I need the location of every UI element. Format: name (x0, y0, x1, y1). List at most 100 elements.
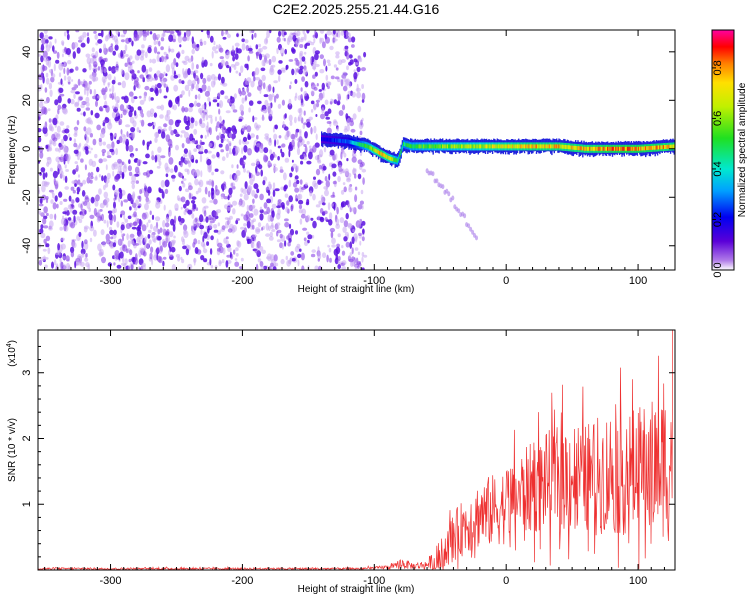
track-cell-core (411, 144, 413, 149)
noise-speck (235, 252, 239, 257)
noise-speck (133, 96, 138, 100)
noise-speck (83, 239, 88, 245)
noise-speck (230, 49, 236, 57)
track-cell-core (353, 140, 355, 145)
noise-speck (52, 141, 57, 147)
noise-speck (277, 156, 280, 161)
noise-speck (146, 170, 151, 178)
track-cell-core (343, 139, 345, 144)
noise-speck (338, 110, 344, 116)
noise-speck (281, 151, 285, 158)
noise-speck (285, 65, 288, 71)
track-cell-core (660, 145, 662, 150)
noise-speck (182, 245, 187, 250)
noise-speck (355, 257, 359, 265)
noise-speck (151, 214, 155, 220)
noise-speck (295, 130, 298, 138)
track-cell-core (354, 141, 356, 146)
noise-speck (46, 157, 52, 160)
noise-speck (297, 259, 300, 267)
noise-speck (87, 172, 91, 178)
track-cell-core (423, 144, 425, 149)
noise-speck (273, 166, 278, 172)
noise-speck (225, 236, 229, 240)
noise-speck (317, 258, 320, 262)
noise-speck (80, 203, 83, 211)
noise-speck (294, 95, 297, 101)
noise-speck (356, 91, 362, 99)
noise-speck (207, 32, 211, 39)
track-cell-core (437, 144, 439, 149)
noise-speck (132, 132, 135, 138)
noise-speck (149, 252, 153, 260)
noise-speck (52, 117, 58, 126)
noise-speck (131, 183, 135, 190)
x-tick-label: -200 (231, 575, 253, 587)
noise-speck (277, 103, 282, 109)
noise-speck (178, 185, 182, 192)
noise-speck (94, 153, 98, 159)
track-cell-core (527, 144, 529, 149)
noise-speck (280, 186, 285, 191)
track-cell-core (385, 154, 387, 159)
noise-speck (336, 93, 341, 97)
noise-speck (194, 100, 198, 107)
noise-speck (137, 195, 141, 200)
noise-speck (101, 30, 104, 38)
noise-speck (42, 248, 47, 252)
noise-speck (206, 121, 209, 129)
noise-speck (289, 120, 293, 126)
noise-speck (313, 87, 318, 91)
noise-speck (71, 180, 77, 185)
noise-speck (259, 206, 263, 211)
track-cell-core (326, 137, 329, 142)
noise-speck (190, 87, 194, 92)
noise-speck (303, 33, 307, 41)
noise-speck (105, 164, 108, 171)
noise-speck (138, 30, 143, 37)
track-cell-core (648, 146, 650, 151)
noise-speck (273, 133, 278, 140)
noise-speck (226, 152, 229, 159)
noise-speck (112, 50, 116, 56)
track-cell-core (640, 146, 642, 151)
noise-speck (253, 71, 256, 77)
track-cell-core (597, 146, 599, 151)
noise-speck (267, 189, 271, 196)
noise-speck (340, 79, 344, 87)
noise-speck (158, 187, 161, 192)
noise-speck (184, 157, 190, 165)
noise-speck (320, 194, 324, 202)
noise-speck (251, 190, 256, 197)
noise-speck (134, 110, 137, 117)
noise-speck (351, 236, 355, 245)
noise-speck (181, 143, 185, 149)
noise-speck (280, 67, 286, 72)
noise-speck (266, 256, 271, 260)
noise-speck (221, 126, 227, 134)
noise-speck (255, 77, 261, 81)
noise-speck (183, 229, 187, 235)
noise-speck (259, 142, 264, 149)
y-tick-label: 1 (21, 501, 33, 507)
noise-speck (81, 83, 86, 87)
noise-speck (128, 171, 133, 177)
noise-speck (363, 254, 368, 258)
noise-speck (222, 82, 228, 87)
noise-speck (111, 79, 116, 85)
noise-speck (299, 65, 304, 71)
noise-speck (313, 103, 317, 111)
noise-speck (151, 154, 155, 161)
track-cell-core (542, 144, 545, 149)
track-cell-core (334, 138, 336, 143)
noise-speck (259, 261, 264, 267)
noise-speck (276, 139, 279, 145)
noise-speck (97, 95, 101, 99)
noise-speck (51, 261, 54, 269)
noise-speck (122, 235, 124, 242)
noise-speck (121, 262, 127, 266)
noise-speck (120, 34, 126, 38)
noise-speck (333, 203, 336, 211)
noise-speck (197, 144, 201, 152)
noise-speck (225, 143, 230, 152)
